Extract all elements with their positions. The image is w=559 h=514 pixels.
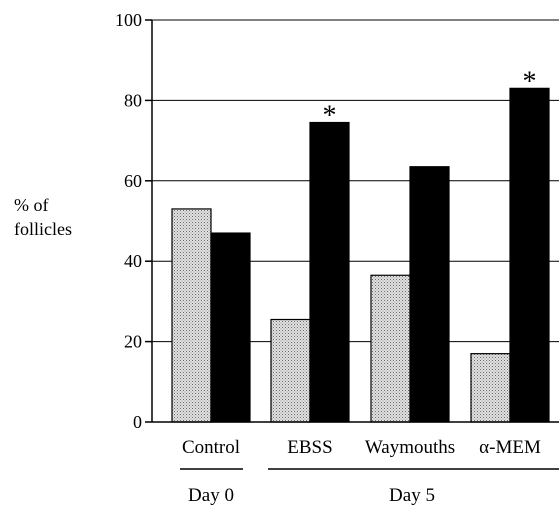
significance-asterisk: * xyxy=(323,101,337,132)
x-category-label: Waymouths xyxy=(365,437,455,458)
x-category-label: Control xyxy=(182,437,240,458)
bar-ebss-series-1 xyxy=(270,318,311,423)
x-category-label: α-MEM xyxy=(479,437,541,458)
y-tick-label: 40 xyxy=(124,251,142,271)
y-tick-label: 20 xyxy=(124,332,142,352)
y-axis-label-line-1: % of xyxy=(14,195,49,215)
y-axis-label-line-2: follicles xyxy=(14,219,72,239)
labels: % of follicles 0 20 40 60 80 100 Control EBSS Wa… xyxy=(14,10,541,506)
bar-control-series-2 xyxy=(210,232,251,423)
axes xyxy=(145,19,559,470)
group-label: Day 0 xyxy=(188,485,234,506)
bar-waymouths-series-1 xyxy=(370,274,411,423)
y-tick-label: 100 xyxy=(115,10,142,30)
y-tick-label: 80 xyxy=(124,90,142,110)
bar-control-series-1 xyxy=(171,208,212,423)
bar-mem-series-1 xyxy=(470,353,511,423)
significance-asterisk: * xyxy=(523,66,537,97)
bar-waymouths-series-2 xyxy=(409,166,450,423)
y-tick-label: 0 xyxy=(133,412,142,432)
y-tick-label: 60 xyxy=(124,171,142,191)
group-label: Day 5 xyxy=(389,485,435,506)
bar-ebss-series-2 xyxy=(309,121,350,423)
bars xyxy=(171,87,550,423)
x-category-label: EBSS xyxy=(287,437,332,458)
bar-mem-series-2 xyxy=(509,87,550,423)
